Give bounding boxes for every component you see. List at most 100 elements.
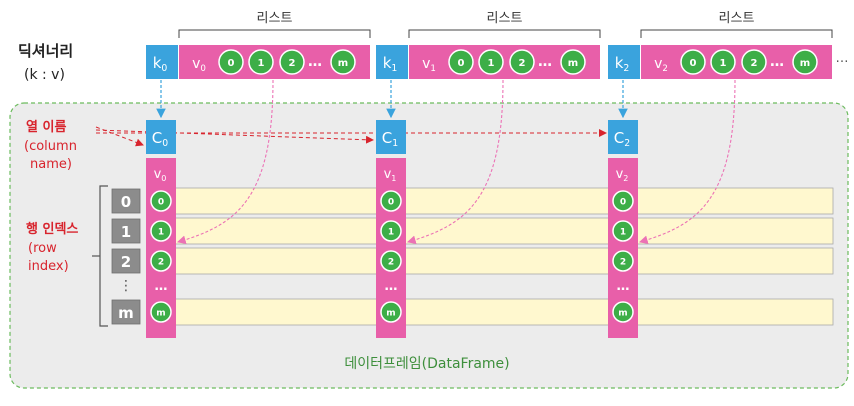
value-1-base: v (422, 56, 430, 72)
col-header-1-sub: 1 (392, 138, 398, 149)
list-ellipsis: … (538, 54, 552, 70)
row-index-2-box (111, 248, 141, 274)
col-cell-circle (612, 250, 634, 272)
list-item-circle (448, 49, 474, 75)
list-to-rows-arrow (176, 79, 274, 245)
row-band (171, 187, 834, 215)
col-cell-circle (380, 250, 402, 272)
col-cell: 1 (388, 228, 394, 238)
key-2-sub: 2 (623, 63, 629, 74)
row-band (171, 247, 834, 275)
col-value-0-sub: 0 (161, 174, 166, 183)
value-1: v1 (422, 56, 436, 74)
key-1-base: k (383, 54, 392, 72)
col-cell: 0 (158, 198, 164, 208)
list-item-circle (218, 49, 244, 75)
col-cell: 2 (158, 258, 164, 268)
col-ellipsis: … (617, 279, 630, 294)
col-header-2-base: C (614, 129, 624, 147)
col-name-label-line3: name) (30, 157, 72, 172)
key-0-sub: 0 (161, 63, 167, 74)
list-item-circle (279, 49, 305, 75)
list-item: 0 (228, 58, 235, 69)
value-2: v2 (654, 56, 668, 74)
key-box-1 (376, 45, 408, 79)
list-item-circle (560, 49, 586, 75)
dataframe-label: 데이터프레임(DataFrame) (344, 356, 509, 372)
row-index-label-line3: index) (28, 259, 69, 274)
col-cell: 2 (620, 258, 626, 268)
col-cell-circle (380, 301, 402, 323)
list-to-rows-arrow (406, 79, 504, 245)
col-value-2-base: v (616, 167, 624, 182)
arrows (95, 79, 736, 245)
list-to-rows-arrow (638, 79, 736, 245)
col-value-1-base: v (384, 167, 392, 182)
col-header-box-1 (376, 120, 406, 154)
list-item-circle (248, 49, 274, 75)
list-item-circle (741, 49, 767, 75)
col-cell-circle (380, 220, 402, 242)
value-2-base: v (654, 56, 662, 72)
col-header-2: C2 (614, 129, 630, 149)
key-0: k0 (153, 54, 168, 74)
col-cell-circle (380, 190, 402, 212)
key-2-base: k (615, 54, 624, 72)
row-index-dots: ⋮ (119, 278, 133, 294)
col-cell: 0 (388, 198, 394, 208)
col-ellipsis: … (385, 279, 398, 294)
col-cell: 1 (620, 228, 626, 238)
list-item: m (338, 58, 348, 69)
row-index-label-line2: (row (28, 241, 57, 256)
col-header-0-base: C (152, 129, 162, 147)
list-item-circle (330, 49, 356, 75)
key-box-0 (146, 45, 178, 79)
list-item: 0 (690, 58, 697, 69)
dataframe-area (9, 102, 849, 389)
col-header-1: C1 (382, 129, 398, 149)
list-item: 1 (258, 58, 265, 69)
value-0: v0 (192, 56, 206, 74)
col-header-box-2 (608, 120, 638, 154)
col-cell: m (156, 309, 165, 319)
col-cell-circle (612, 220, 634, 242)
col-cell: 0 (620, 198, 626, 208)
list-item: m (568, 58, 578, 69)
col-value-0-base: v (154, 167, 162, 182)
row-index-label-line1: 행 인덱스 (26, 221, 78, 237)
row-index-0-box (111, 188, 141, 214)
dict-trailing-ellipsis: … (836, 51, 849, 66)
key-1: k1 (383, 54, 398, 74)
col-name-label-line2: (column (24, 139, 77, 154)
list-item: 2 (519, 58, 526, 69)
col-cell: m (386, 309, 395, 319)
list-item-circle (680, 49, 706, 75)
dict-label-line2: (k : v) (24, 67, 65, 83)
list-bracket (408, 29, 601, 38)
key-box-2 (608, 45, 640, 79)
list-title: 리스트 (487, 11, 523, 26)
col-header-2-sub: 2 (624, 138, 630, 149)
value-2-sub: 2 (662, 64, 668, 74)
list-item: m (800, 58, 810, 69)
col-cell-circle (150, 250, 172, 272)
col-cell: 2 (388, 258, 394, 268)
col-cell: m (618, 309, 627, 319)
list-item: 2 (751, 58, 758, 69)
row-band (171, 298, 834, 326)
col-value-0: v0 (154, 167, 167, 183)
list-ellipsis: … (308, 54, 322, 70)
row-index-0: 0 (121, 193, 131, 211)
row-index-1-box (111, 218, 141, 244)
list-item: 1 (488, 58, 495, 69)
col-header-1-base: C (382, 129, 392, 147)
row-index-column: 0 1 2 m ⋮ (92, 185, 141, 327)
dict-label-line1: 딕셔너리 (18, 42, 73, 60)
list-item-circle (792, 49, 818, 75)
value-1-sub: 1 (430, 64, 436, 74)
key-0-base: k (153, 54, 162, 72)
list-title: 리스트 (719, 11, 755, 26)
row-band (171, 217, 834, 245)
